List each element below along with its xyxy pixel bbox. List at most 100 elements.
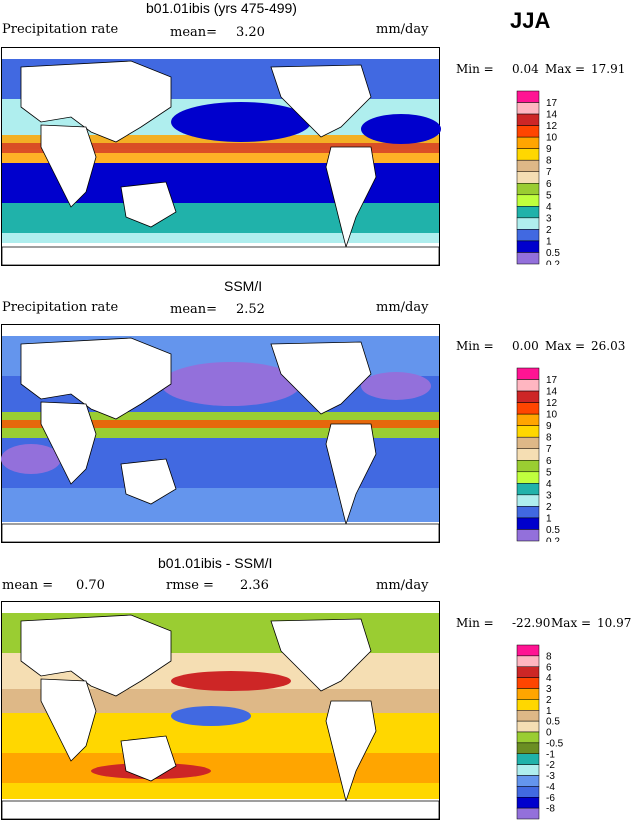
colorbar-level-label: 8 — [546, 156, 552, 167]
colorbar-swatch — [516, 240, 540, 253]
p2-land-south-america — [325, 423, 377, 526]
p1-land-north-america — [270, 64, 372, 138]
colorbar-level-label: 3 — [546, 684, 552, 695]
colorbar-swatch — [516, 413, 540, 426]
p1-land-south-america — [325, 146, 377, 249]
p2-land-africa — [40, 401, 97, 485]
colorbar-swatch — [516, 666, 540, 678]
colorbar-level-label: 3 — [546, 213, 552, 224]
colorbar-level-label: 4 — [546, 479, 552, 490]
panel-2-mean-label: mean= — [170, 302, 218, 317]
panel-3-rmse-label: rmse = — [166, 578, 214, 593]
colorbar-level-label: -0.5 — [546, 738, 564, 749]
p2-band-itcz-core — [2, 420, 439, 428]
colorbar-level-label: -6 — [546, 793, 555, 804]
colorbar-level-label: 5 — [546, 467, 552, 478]
colorbar-swatch — [516, 125, 540, 138]
colorbar-level-label: 1 — [546, 706, 552, 717]
p2-dry-atlantic-n — [361, 372, 431, 400]
colorbar-level-label: 0.5 — [546, 525, 560, 536]
colorbar-swatch — [516, 807, 540, 820]
colorbar-swatch — [516, 710, 540, 722]
colorbar-level-label: -1 — [546, 749, 555, 760]
colorbar-swatch — [516, 506, 540, 519]
colorbar-swatch — [516, 448, 540, 461]
colorbar-level-label: 5 — [546, 190, 552, 201]
p2-land-north-america — [270, 341, 372, 415]
colorbar-level-label: 17 — [546, 375, 558, 386]
p2-band-south — [2, 488, 439, 522]
colorbar-swatch — [516, 206, 540, 219]
p2-land-eurasia — [20, 337, 172, 420]
colorbar-swatch — [516, 379, 540, 392]
colorbar-level-label: 9 — [546, 144, 552, 155]
colorbar-level-label: 12 — [546, 121, 558, 132]
colorbar-swatch — [516, 136, 540, 149]
p3-band-south — [2, 753, 439, 783]
panel-2-variable-label: Precipitation rate — [2, 300, 119, 315]
p3-land-north-america — [270, 618, 372, 692]
colorbar-swatch — [516, 677, 540, 689]
colorbar-swatch — [516, 194, 540, 207]
colorbar-level-label: 12 — [546, 398, 558, 409]
colorbar-level-label: 6 — [546, 662, 552, 673]
panel-1-title: b01.01ibis (yrs 475-499) — [146, 0, 297, 16]
p2-dry-indian-s — [1, 444, 61, 474]
panel-3-rmse-value: 2.36 — [240, 578, 269, 593]
colorbar-level-label: 2 — [546, 225, 552, 236]
colorbar-level-label: 0.5 — [546, 248, 560, 259]
p3-land-antarctica — [1, 800, 440, 820]
p3-dry-bias-tropics — [171, 706, 251, 726]
colorbar-swatch — [516, 471, 540, 484]
p2-land-australia — [120, 458, 177, 505]
colorbar-level-label: 0 — [546, 728, 552, 739]
panel-2-max-label: Max = — [545, 339, 586, 353]
colorbar-level-label: 8 — [546, 433, 552, 444]
colorbar-swatch — [516, 90, 540, 103]
panel-3-mean-label: mean = — [2, 578, 54, 593]
panel-2-min-value: 0.00 — [512, 339, 539, 353]
colorbar-level-label: 2 — [546, 695, 552, 706]
colorbar-swatch — [516, 494, 540, 507]
colorbar-swatch — [516, 775, 540, 787]
colorbar-swatch — [516, 529, 540, 542]
panel-2-title: SSM/I — [224, 278, 263, 294]
colorbar-level-label: -8 — [546, 804, 555, 815]
panel-3-min-label: Min = — [456, 616, 494, 630]
p1-band-southern-ocean — [2, 233, 439, 243]
colorbar-swatch — [516, 148, 540, 161]
colorbar-swatch — [516, 217, 540, 230]
p3-land-eurasia — [20, 614, 172, 697]
colorbar-swatch — [516, 402, 540, 415]
p1-band-itcz-core — [2, 143, 439, 153]
colorbar-swatch — [516, 720, 540, 733]
colorbar-level-label: -2 — [546, 760, 555, 771]
colorbar-level-label: -3 — [546, 771, 555, 782]
panel-1-min-value: 0.04 — [512, 62, 539, 76]
colorbar-swatch — [516, 252, 540, 265]
colorbar-swatch — [516, 171, 540, 184]
colorbar-swatch — [516, 367, 540, 380]
panel-3-max-value: 10.97 — [597, 616, 632, 630]
colorbar-level-label: 0.2 — [546, 537, 560, 543]
colorbar-swatch — [516, 159, 540, 172]
colorbar-level-label: 14 — [546, 387, 558, 398]
p1-land-australia — [120, 181, 177, 228]
colorbar-swatch — [516, 742, 540, 754]
colorbar-level-label: 9 — [546, 421, 552, 432]
colorbar-swatch — [516, 644, 540, 657]
colorbar-level-label: 6 — [546, 456, 552, 467]
p3-band-southern-ocean — [2, 783, 439, 799]
colorbar-swatch — [516, 390, 540, 403]
colorbar-swatch — [516, 797, 540, 809]
colorbar-swatch — [516, 460, 540, 473]
colorbar-level-label: 4 — [546, 673, 552, 684]
panel-1-units: mm/day — [376, 22, 429, 37]
colorbar-level-label: 7 — [546, 444, 552, 455]
p1-band-south — [2, 203, 439, 233]
panel-2-max-value: 26.03 — [591, 339, 626, 353]
colorbar-level-label: 6 — [546, 179, 552, 190]
p1-land-eurasia — [20, 60, 172, 143]
